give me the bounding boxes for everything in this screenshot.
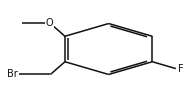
Text: O: O [46, 18, 53, 28]
Text: Br: Br [7, 69, 17, 79]
Text: F: F [178, 64, 183, 74]
